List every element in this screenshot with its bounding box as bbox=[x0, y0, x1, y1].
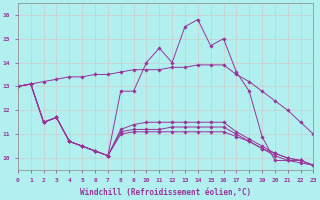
X-axis label: Windchill (Refroidissement éolien,°C): Windchill (Refroidissement éolien,°C) bbox=[80, 188, 251, 197]
